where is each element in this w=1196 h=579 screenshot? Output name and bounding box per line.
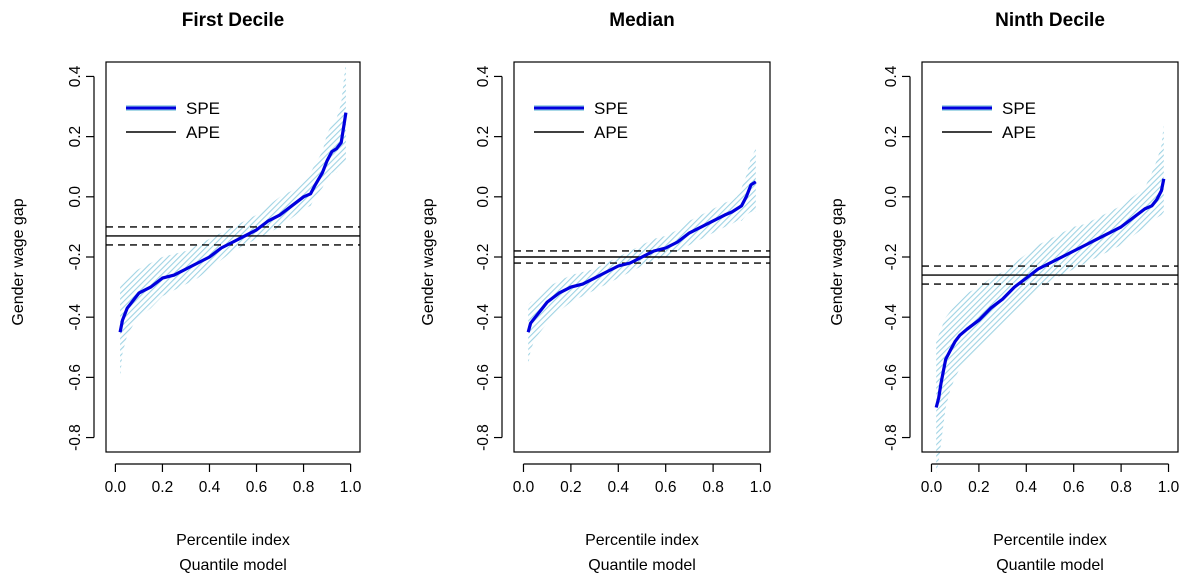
spe-line [934,178,1166,408]
y-tick-label: 0.2 [67,126,84,148]
x-tick-label: 0.4 [608,479,630,496]
x-tick-label: 0.8 [702,479,724,496]
plot-area: 0.0 0.2 0.4 0.6 0.8 1.0 -0.8 -0.6 -0.4 -0.2 0.0 0.2… [67,61,362,496]
legend-spe-label: SPE [594,99,628,118]
panel-first-decile: First Decile 0.0 0.2 0.4 0.6 0.8 1.0 -0.8 -0.6 -… [10,10,362,574]
y-tick-label: 0.0 [883,186,900,208]
x-axis-sublabel: Quantile model [179,557,287,574]
plot-area: 0.0 0.2 0.4 0.6 0.8 1.0 -0.8 -0.6 -0.4 -0.2 0.0 0.2… [883,61,1180,496]
x-tick-label: 0.2 [968,479,990,496]
legend-spe-label: SPE [186,99,220,118]
confidence-band [936,124,1164,474]
x-tick-label: 1.0 [1158,479,1180,496]
y-axis-label: Gender wage gap [420,198,437,325]
x-axis-label: Percentile index [585,532,699,549]
y-tick-label: -0.4 [883,303,900,330]
chart-title: First Decile [182,10,284,31]
y-tick-label: 0.0 [67,186,84,208]
chart-title: Ninth Decile [995,10,1105,31]
y-axis-label: Gender wage gap [10,198,27,325]
y-axis-label: Gender wage gap [829,198,846,325]
y-tick-label: -0.8 [67,424,84,451]
y-tick-label: -0.8 [475,424,492,451]
x-tick-label: 0.0 [105,479,127,496]
panel-ninth-decile: Ninth Decile 0.0 0.2 0.4 0.6 0.8 1.0 -0.8 -0.6 -… [829,10,1180,574]
y-tick-label: 0.2 [475,126,492,148]
y-tick-label: -0.6 [883,364,900,391]
x-tick-label: 0.2 [152,479,174,496]
plot-frame [921,61,1179,453]
x-tick-label: 0.0 [921,479,943,496]
panel-median: Median 0.0 0.2 0.4 0.6 0.8 1.0 -0.8 -0.6 -0.4 -0.… [420,10,772,574]
x-axis-label: Percentile index [993,532,1107,549]
y-tick-label: -0.2 [475,244,492,271]
y-tick-label: -0.6 [475,364,492,391]
plot-frame [105,61,361,453]
legend-ape-label: APE [594,123,628,142]
legend-ape-label: APE [186,123,220,142]
x-tick-label: 0.2 [560,479,582,496]
y-tick-label: -0.2 [883,244,900,271]
spe-line [118,112,348,333]
y-tick-label: -0.8 [883,424,900,451]
x-tick-label: 0.8 [1110,479,1132,496]
x-tick-label: 0.6 [655,479,677,496]
x-axis-label: Percentile index [176,532,290,549]
legend-ape-label: APE [1002,123,1036,142]
x-tick-label: 0.4 [199,479,221,496]
x-tick-label: 0.6 [1063,479,1085,496]
y-tick-label: 0.2 [883,126,900,148]
x-tick-label: 0.0 [513,479,535,496]
x-axis-sublabel: Quantile model [588,557,696,574]
y-tick-label: 0.4 [67,65,84,87]
x-tick-label: 0.8 [293,479,315,496]
y-tick-label: 0.4 [475,65,492,87]
x-tick-label: 1.0 [340,479,362,496]
spe-line [526,180,757,333]
y-tick-label: 0.4 [883,65,900,87]
plot-area: 0.0 0.2 0.4 0.6 0.8 1.0 -0.8 -0.6 -0.4 -0.2 0.0 0.2… [475,61,772,496]
x-tick-label: 1.0 [750,479,772,496]
legend-spe-label: SPE [1002,99,1036,118]
plot-frame [513,61,771,453]
x-axis-sublabel: Quantile model [996,557,1104,574]
x-tick-label: 0.4 [1016,479,1038,496]
y-tick-label: -0.6 [67,364,84,391]
y-tick-label: -0.2 [67,244,84,271]
y-tick-label: -0.4 [475,303,492,330]
x-tick-label: 0.6 [246,479,268,496]
chart-title: Median [609,10,674,31]
y-tick-label: 0.0 [475,186,492,208]
y-tick-label: -0.4 [67,303,84,330]
